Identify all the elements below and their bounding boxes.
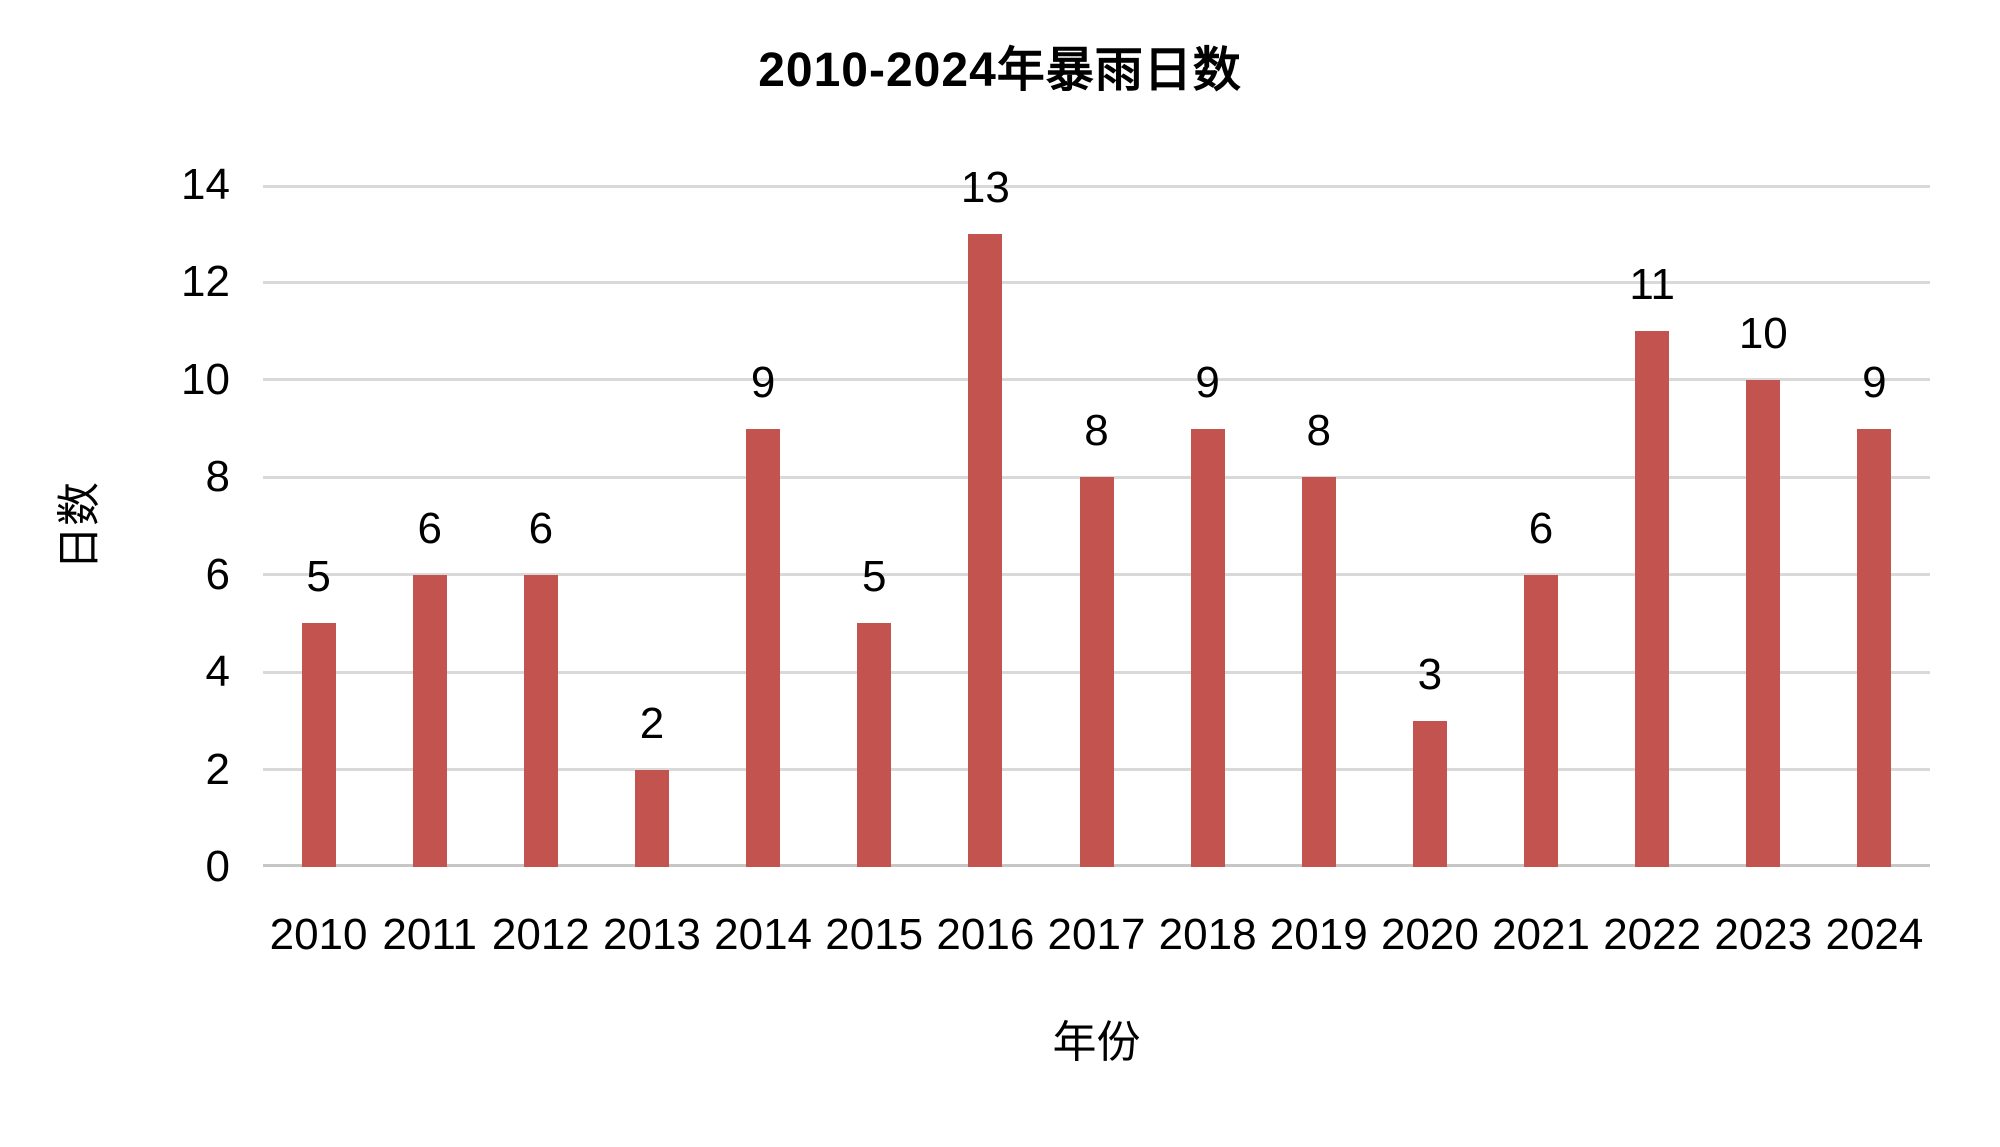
bar-value-label-2018: 9 [1195, 357, 1220, 407]
y-tick-label-6: 6 [205, 549, 230, 599]
bar-2017 [1079, 477, 1114, 867]
x-tick-label-2014: 2014 [714, 910, 813, 959]
bar-2018 [1190, 428, 1225, 867]
y-tick-label-2: 2 [205, 744, 230, 794]
bar-value-label-2010: 5 [306, 552, 331, 602]
chart-title: 2010-2024年暴雨日数 [758, 44, 1242, 97]
bar-2012 [523, 574, 558, 867]
plot-area: 5 6 6 2 9 5 13 8 9 8 3 6 11 10 9 [263, 163, 1930, 867]
bar-value-label-2011: 6 [417, 503, 442, 553]
bar-2024 [1857, 428, 1892, 867]
bar-value-label-2015: 5 [861, 552, 887, 602]
bar-value-label-2021: 6 [1528, 503, 1554, 553]
x-axis-title: 年份 [1052, 1018, 1141, 1067]
x-tick-label-2018: 2018 [1158, 910, 1257, 959]
y-axis: 0 2 4 6 8 10 12 14 [60, 160, 230, 891]
bar-value-label-2014: 9 [750, 357, 776, 407]
x-tick-label-2024: 2024 [1825, 910, 1924, 959]
bar-value-label-2020: 3 [1417, 649, 1443, 699]
gridline-12 [263, 280, 1930, 284]
y-tick-label-4: 4 [205, 647, 230, 697]
x-tick-label-2022: 2022 [1603, 910, 1702, 959]
bar-2020 [1412, 720, 1447, 867]
bar-value-label-2024: 9 [1862, 357, 1887, 407]
x-tick-label-2013: 2013 [603, 910, 701, 959]
bar-2023 [1746, 379, 1781, 867]
bar-2014 [746, 428, 781, 867]
gridline-14 [263, 185, 1930, 188]
y-tick-label-12: 12 [181, 257, 230, 307]
x-tick-label-2010: 2010 [269, 910, 368, 959]
x-tick-label-2017: 2017 [1047, 910, 1146, 959]
x-tick-label-2011: 2011 [382, 910, 477, 959]
x-tick-label-2023: 2023 [1714, 910, 1813, 959]
x-axis: 2010 2011 2012 2013 2014 2015 2016 2017 2018 2019… [263, 905, 1930, 965]
bar-2011 [412, 574, 447, 867]
bar-2010 [301, 623, 336, 867]
x-tick-label-2019: 2019 [1269, 910, 1368, 959]
bar-2022 [1635, 331, 1670, 867]
y-tick-label-10: 10 [181, 354, 230, 404]
gridline-8 [263, 475, 1930, 479]
bar-value-label-2022: 11 [1629, 260, 1675, 310]
y-tick-label-14: 14 [181, 160, 230, 209]
bar-2016 [968, 233, 1003, 867]
bar-2019 [1301, 477, 1336, 867]
bar-2015 [857, 623, 892, 867]
x-tick-label-2012: 2012 [491, 910, 590, 959]
bar-value-label-2012: 6 [528, 503, 554, 553]
gridline-10 [263, 378, 1930, 382]
x-tick-label-2020: 2020 [1380, 910, 1479, 959]
bar-2013 [634, 769, 669, 867]
x-tick-label-2015: 2015 [825, 910, 924, 959]
x-tick-label-2016: 2016 [936, 910, 1035, 959]
bar-2021 [1524, 574, 1559, 867]
bar-value-label-2017: 8 [1084, 406, 1109, 456]
bar-value-label-2023: 10 [1738, 308, 1788, 358]
bar-value-label-2013: 2 [639, 698, 665, 748]
x-tick-label-2021: 2021 [1492, 910, 1590, 959]
y-tick-label-0: 0 [205, 842, 230, 891]
bar-value-label-2016: 13 [960, 162, 1010, 212]
bar-value-label-2019: 8 [1306, 406, 1331, 456]
y-tick-label-8: 8 [205, 452, 230, 502]
